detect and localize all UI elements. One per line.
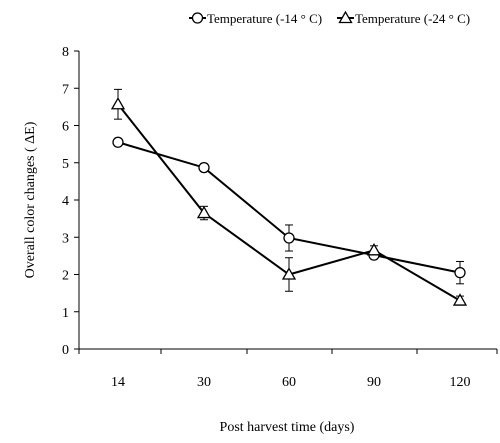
series-line: [117, 141, 461, 274]
y-tick-label: 4: [62, 194, 69, 209]
axes: [78, 51, 497, 350]
series-group: [110, 88, 468, 306]
legend-item: Temperature (-24 ° C): [337, 10, 470, 26]
x-axis-title: Post harvest time (days): [220, 420, 355, 435]
y-tick-label: 5: [62, 157, 69, 172]
legend-marker: [191, 12, 204, 24]
y-tick-label: 7: [62, 82, 69, 97]
legend-marker: [338, 10, 353, 24]
y-tick-label: 6: [62, 120, 69, 135]
x-tick-label: 14: [111, 375, 125, 390]
data-point-circle: [198, 161, 210, 174]
y-axis-title: Overall color changes ( ΔE): [23, 121, 38, 278]
legend-item: Temperature (-14 ° C): [189, 11, 322, 26]
x-tick-label: 90: [367, 375, 381, 390]
x-tick-label: 120: [450, 375, 471, 390]
y-tick-label: 1: [62, 306, 69, 321]
series-minus-24c: [110, 88, 468, 306]
data-point-triangle: [366, 242, 382, 256]
legend: Temperature (-14 ° C) Temperature (-24 ° …: [189, 10, 470, 26]
y-tick-label: 3: [62, 231, 69, 246]
y-tick-label: 0: [62, 343, 69, 358]
data-point-circle: [454, 266, 466, 279]
legend-label: Temperature (-14 ° C): [207, 11, 322, 26]
legend-label: Temperature (-24 ° C): [355, 11, 470, 26]
data-point-triangle: [196, 205, 212, 219]
data-point-circle: [283, 232, 295, 244]
y-tick-label: 8: [62, 45, 69, 60]
y-tick-label: 2: [62, 269, 69, 284]
data-point-triangle: [452, 293, 468, 306]
data-point-triangle: [110, 96, 126, 110]
data-point-circle: [112, 136, 124, 148]
ticks: 0 1 2 3 4 5 6 7 8 14 30 60 90 120: [62, 45, 498, 390]
x-tick-label: 30: [197, 375, 211, 390]
x-tick-label: 60: [282, 375, 296, 390]
data-point-triangle: [281, 267, 297, 280]
